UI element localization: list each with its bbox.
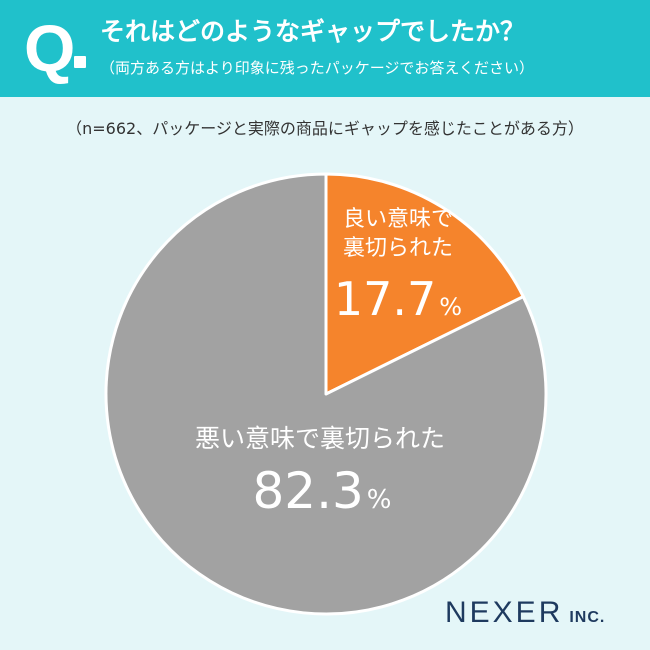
nexer-logo: NEXER INC. [445,596,605,630]
question-instruction: （両方ある方はより印象に残ったパッケージでお答えください） [100,59,534,77]
pie-slice-good [324,172,525,396]
slice-value-good: 17.7% [334,272,462,326]
q-mark: Q [24,11,76,85]
q-dot [74,56,86,68]
slice-label-good-line2: 裏切られた [343,236,453,261]
slice-value-good-number: 17.7 [334,272,436,326]
slice-label-bad: 悪い意味で裏切られた [195,424,445,453]
slice-value-bad: 82.3% [252,462,391,520]
question-text: それはどのようなギャップでしたか？ [100,17,526,46]
pie-slices [104,172,548,616]
slice-value-good-unit: % [439,293,462,321]
slice-label-good-line1: 良い意味で [343,207,453,232]
logo-suffix: INC. [569,609,606,626]
sample-size-note: （n=662、パッケージと実際の商品にギャップを感じたことがある方） [66,119,584,138]
slice-value-bad-unit: % [367,485,392,515]
pie-labels: 良い意味で 裏切られた 17.7% 悪い意味で裏切られた 82.3% [195,207,462,520]
question-header: Q それはどのようなギャップでしたか？ （両方ある方はより印象に残ったパッケージ… [0,0,650,97]
pie-slice-bad [104,172,548,616]
slice-value-bad-number: 82.3 [252,462,363,520]
logo-main: NEXER [445,596,564,629]
